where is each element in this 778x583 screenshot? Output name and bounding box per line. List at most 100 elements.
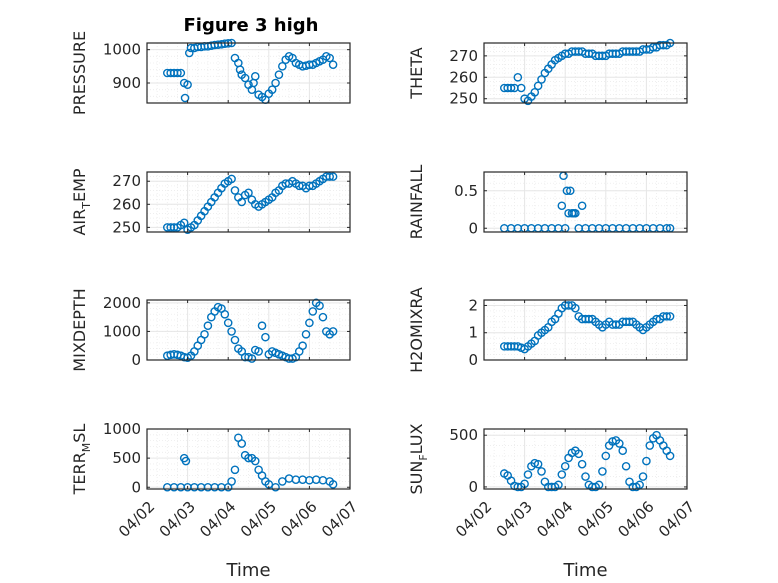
y-tick-label: 270: [112, 172, 141, 190]
y-tick-label: 1000: [103, 322, 141, 340]
data-series: [162, 172, 338, 234]
data-point: [227, 174, 236, 184]
data-point: [315, 301, 324, 311]
y-tick-label: 270: [449, 47, 478, 65]
data-series: [499, 171, 675, 233]
data-point: [227, 477, 236, 486]
y-tick-label: 1: [468, 324, 478, 342]
axes-box: [146, 428, 351, 490]
data-point: [571, 303, 580, 313]
y-axis-label: TERRMSL: [70, 424, 93, 496]
y-tick-label: 2: [468, 296, 478, 314]
y-tick-label: 500: [449, 426, 478, 444]
data-point: [665, 451, 675, 461]
x-tick-label: 04/05: [574, 498, 617, 541]
y-tick-label: 260: [449, 68, 478, 86]
data-point: [642, 456, 651, 466]
subplot-4: 0 0.5 RAINFALL: [407, 165, 688, 239]
x-tick-label: 04/03: [493, 498, 536, 541]
data-point: [305, 318, 314, 328]
y-axis-label: PRESSURE: [70, 31, 89, 115]
data-point: [325, 53, 335, 63]
subplot-6: 0 1 2 H2OMIXRA: [407, 287, 688, 373]
axes-box: [483, 299, 688, 361]
data-point: [615, 439, 624, 448]
y-axis-label: H2OMIXRA: [407, 287, 426, 373]
x-tick-label: 04/02: [115, 498, 158, 541]
data-point: [247, 354, 257, 363]
data-point: [183, 80, 192, 89]
data-point: [244, 453, 253, 463]
data-point: [328, 480, 338, 489]
axes-box: [146, 299, 351, 361]
x-tick-label: 04/07: [318, 498, 361, 541]
y-tick-label: 500: [112, 449, 141, 467]
axes-box: [483, 171, 688, 233]
data-point: [267, 85, 277, 94]
data-point: [230, 186, 240, 195]
data-point: [271, 482, 280, 492]
data-point: [180, 93, 190, 103]
data-series: [162, 433, 338, 492]
subplot-5: 0 1000 2000 MIXDEPTH: [70, 288, 351, 372]
data-point: [506, 83, 516, 93]
data-point: [244, 188, 253, 198]
data-series: [499, 301, 675, 354]
x-axis-label: Time: [225, 560, 270, 581]
data-point: [220, 309, 230, 319]
data-point: [516, 83, 526, 93]
data-series: [499, 430, 675, 492]
data-point: [581, 472, 590, 481]
data-point: [227, 327, 236, 336]
data-point: [278, 62, 287, 71]
data-point: [181, 456, 191, 466]
data-point: [530, 87, 540, 97]
data-point: [230, 335, 240, 345]
x-tick-label: 04/06: [277, 498, 320, 541]
y-axis-label: MIXDEPTH: [70, 288, 89, 371]
y-axis-label: AIRTEMP: [70, 168, 93, 235]
x-tick-label: 04/03: [156, 498, 199, 541]
data-point: [571, 208, 580, 218]
data-point: [513, 72, 523, 82]
data-point: [179, 218, 189, 228]
data-point: [240, 73, 250, 83]
data-point: [574, 449, 584, 459]
data-point: [250, 456, 260, 466]
data-point: [261, 332, 270, 342]
data-point: [577, 459, 587, 469]
data-point: [638, 472, 648, 481]
y-tick-label: 1000: [103, 41, 141, 59]
data-point: [562, 186, 572, 196]
figure-title: Figure 3 high: [184, 15, 319, 36]
data-point: [662, 312, 672, 321]
data-point: [560, 461, 570, 471]
axes-box: [483, 428, 688, 490]
x-tick-label: 04/05: [237, 498, 280, 541]
y-tick-label: 260: [112, 195, 141, 213]
x-tick-label: 04/06: [614, 498, 657, 541]
data-point: [308, 307, 318, 316]
x-tick-label: 04/04: [196, 498, 239, 541]
data-point: [271, 78, 280, 88]
data-point: [237, 439, 247, 448]
data-point: [200, 329, 209, 339]
data-point: [254, 347, 263, 356]
data-point: [565, 186, 575, 196]
data-point: [557, 470, 567, 479]
data-point: [250, 72, 260, 81]
data-point: [328, 172, 338, 181]
data-point: [618, 446, 628, 456]
y-tick-label: 0: [131, 351, 141, 369]
y-tick-label: 0: [468, 219, 478, 237]
data-point: [557, 201, 567, 211]
data-point: [278, 477, 287, 486]
data-point: [513, 482, 523, 492]
data-point: [601, 451, 611, 461]
data-point: [523, 470, 533, 479]
subplot-3: 250 260 270 AIRTEMP: [70, 168, 351, 236]
axes-box: [146, 171, 351, 233]
x-tick-label: 04/04: [533, 498, 576, 541]
data-point: [533, 459, 543, 469]
